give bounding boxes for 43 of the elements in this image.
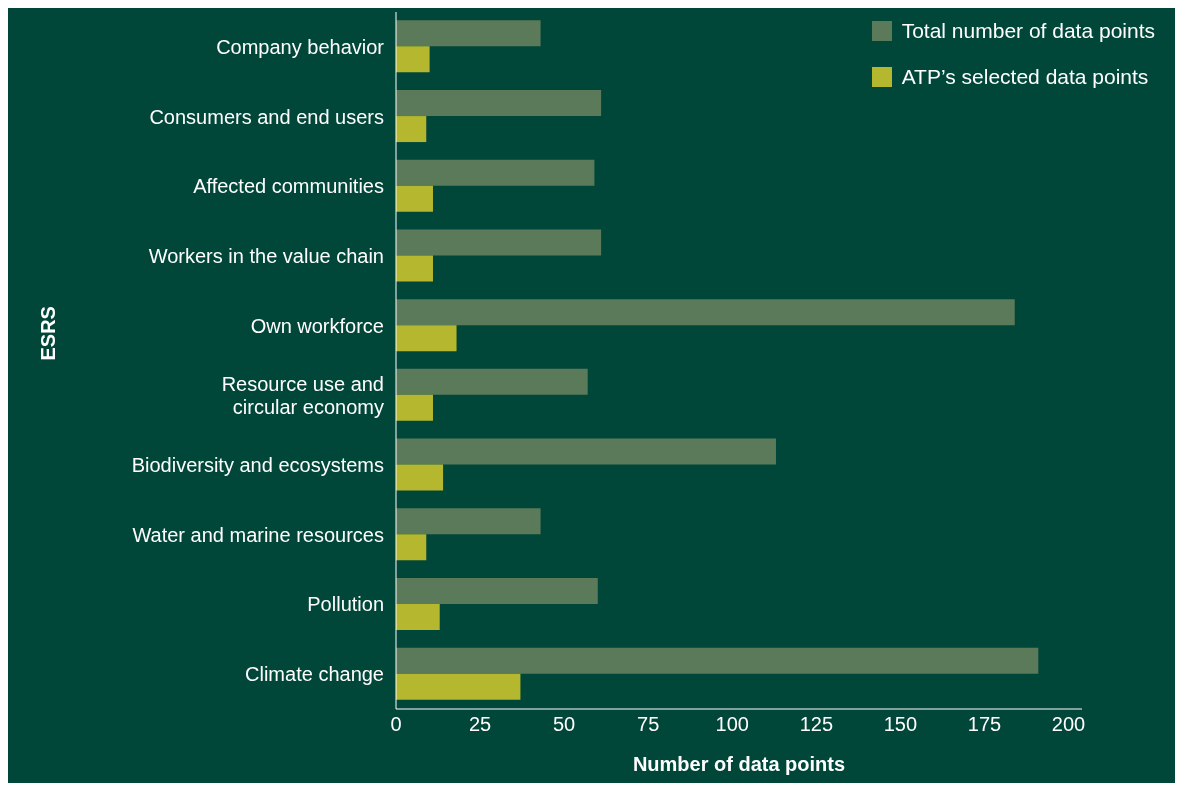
y-tick-label: Own workforce bbox=[250, 314, 384, 337]
bar bbox=[396, 299, 1015, 326]
y-tick-label: Pollution bbox=[307, 593, 384, 616]
x-tick-label: 175 bbox=[967, 713, 1002, 736]
y-tick-label: Biodiversity and ecosystems bbox=[131, 454, 384, 477]
bar bbox=[396, 647, 1039, 674]
bar bbox=[396, 116, 427, 143]
x-tick-label: 100 bbox=[715, 713, 749, 736]
bar bbox=[396, 577, 598, 604]
y-axis-title: ESRS bbox=[37, 306, 60, 361]
x-tick-label: 200 bbox=[1051, 713, 1086, 736]
y-tick-label: Climate change bbox=[245, 663, 384, 686]
bar bbox=[396, 438, 776, 465]
legend-label: ATP’s selected data points bbox=[901, 65, 1149, 89]
legend-label: Total number of data points bbox=[901, 19, 1155, 43]
x-tick-label: 150 bbox=[883, 713, 918, 736]
bar bbox=[396, 46, 430, 73]
y-tick-label: Resource use and circular economy bbox=[221, 372, 384, 418]
bar bbox=[396, 90, 602, 117]
bar bbox=[396, 603, 440, 630]
bar bbox=[396, 325, 457, 352]
y-tick-label: Affected communities bbox=[193, 175, 384, 198]
y-tick-label: Consumers and end users bbox=[149, 105, 384, 128]
bar bbox=[396, 20, 541, 47]
x-axis-title: Number of data points bbox=[632, 753, 846, 775]
y-tick-label: Workers in the value chain bbox=[148, 244, 384, 267]
x-tick-label: 25 bbox=[468, 713, 492, 736]
x-tick-label: 125 bbox=[799, 713, 834, 736]
bar bbox=[396, 394, 433, 421]
bar bbox=[396, 464, 444, 491]
y-tick-label: Company behavior bbox=[216, 35, 385, 58]
bar bbox=[396, 673, 521, 700]
bar bbox=[396, 159, 595, 186]
bar bbox=[396, 255, 433, 282]
bar bbox=[396, 229, 602, 256]
x-tick-label: 0 bbox=[390, 713, 402, 736]
bar bbox=[396, 508, 541, 535]
x-tick-label: 50 bbox=[553, 713, 576, 736]
bar bbox=[396, 185, 433, 212]
y-tick-label: Water and marine resources bbox=[132, 523, 384, 546]
bar bbox=[396, 534, 427, 561]
x-tick-label: 75 bbox=[637, 713, 660, 736]
bar bbox=[396, 368, 588, 395]
